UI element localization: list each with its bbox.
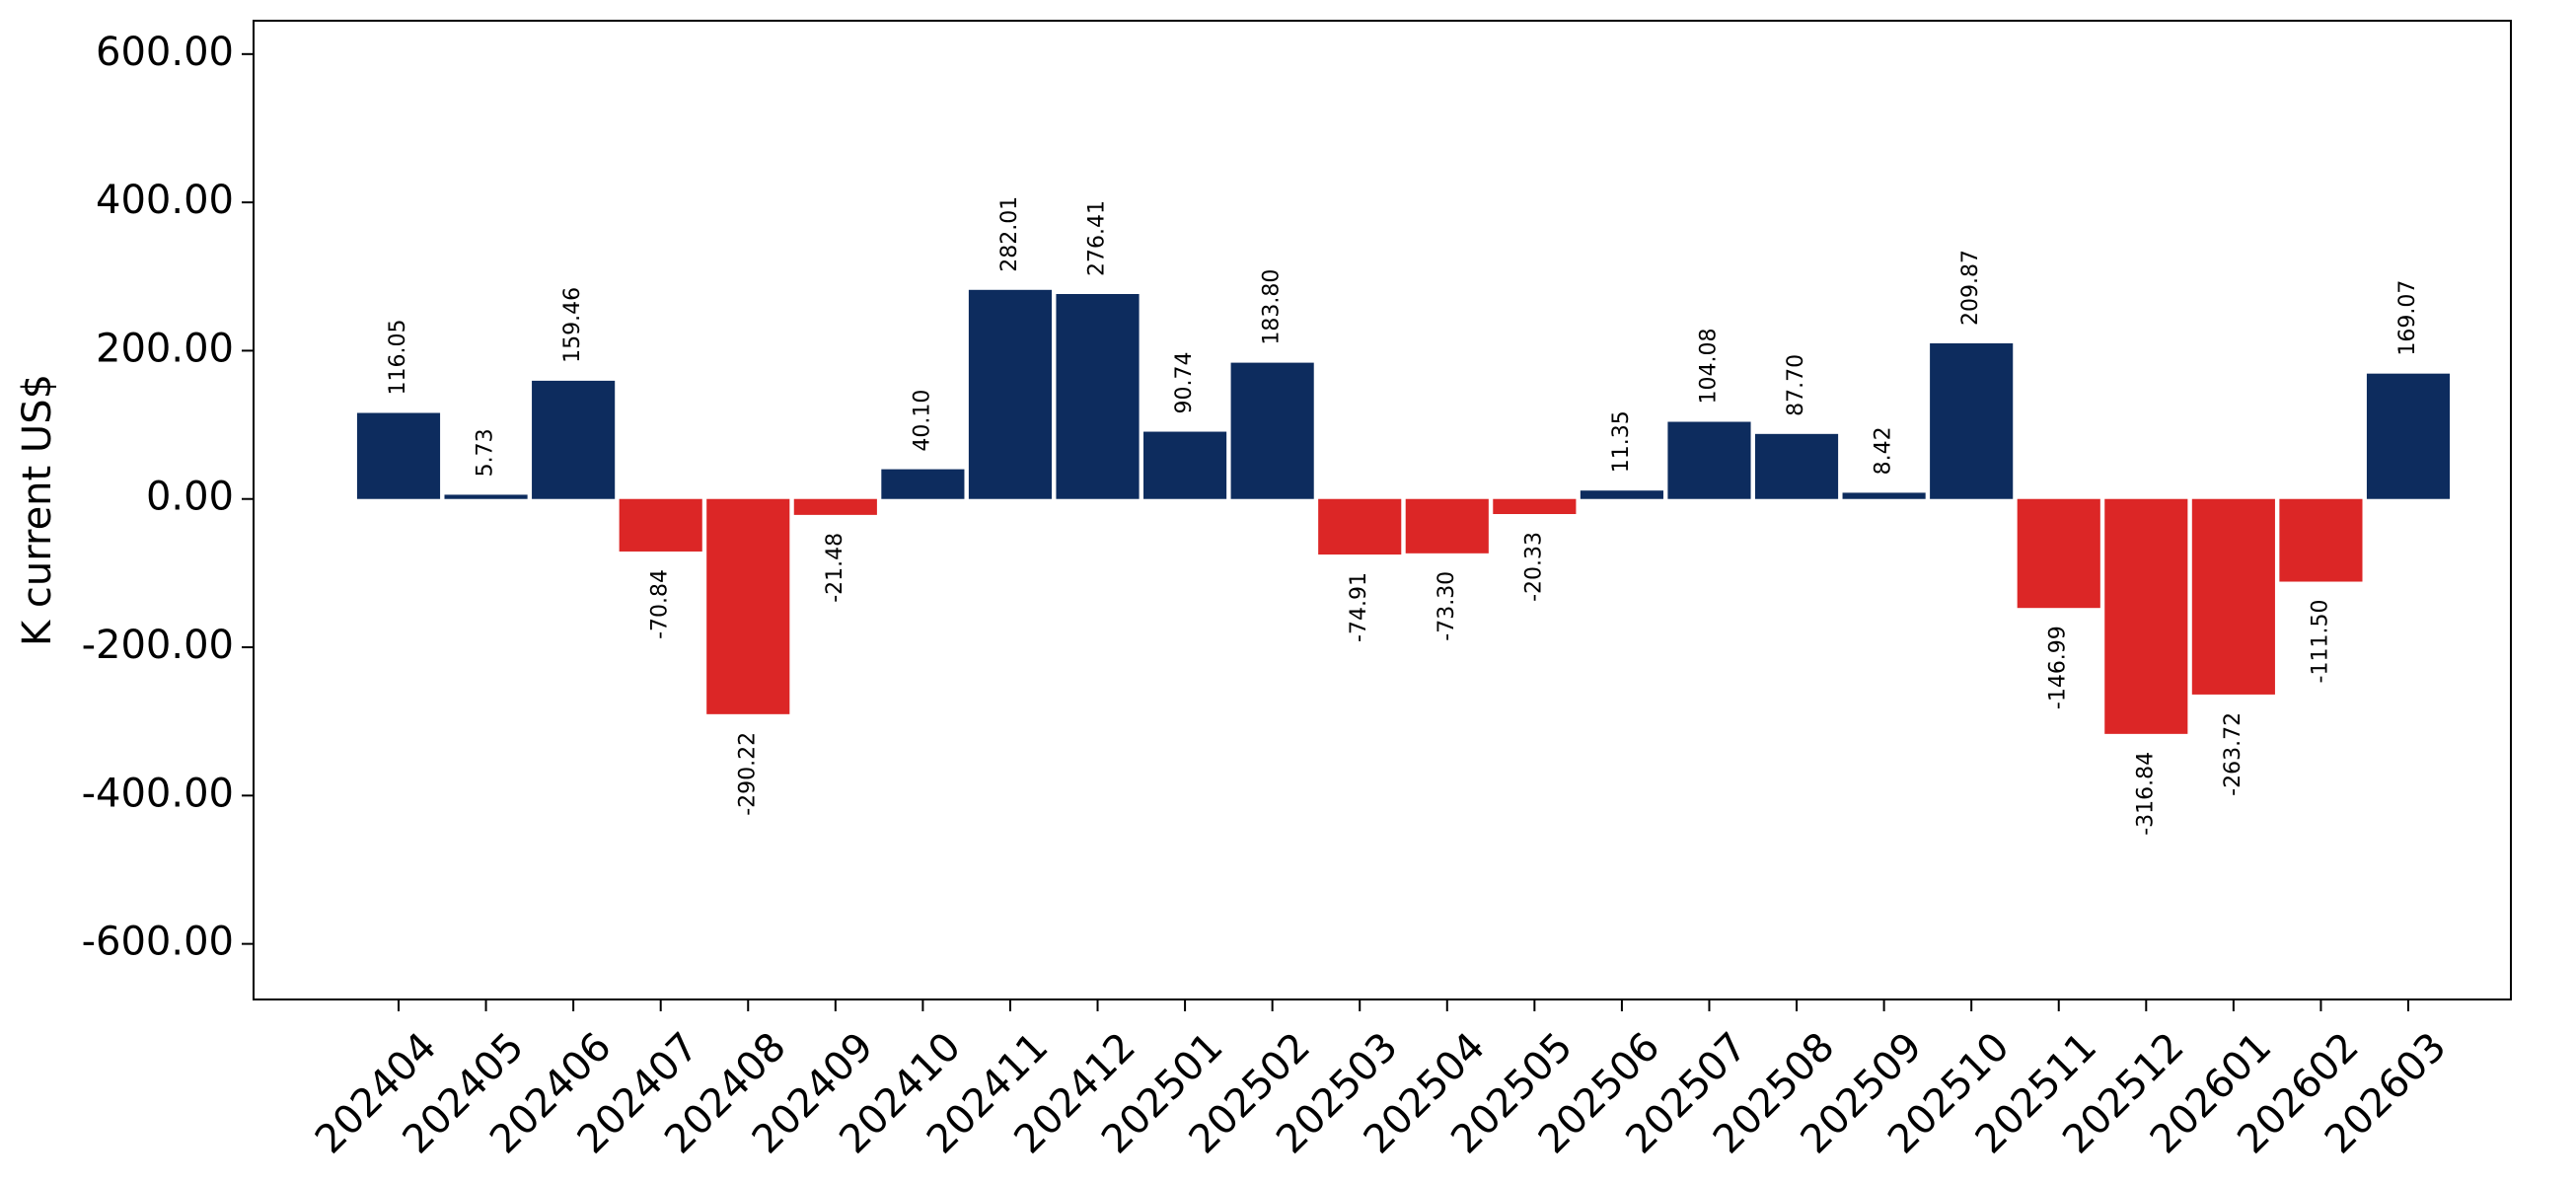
bar-value-label: 40.10	[910, 390, 934, 452]
bar-value-label: -21.48	[823, 533, 847, 603]
bar	[1930, 343, 2014, 499]
plot-area-frame	[253, 20, 2512, 1000]
bar	[619, 498, 702, 552]
bar	[1056, 294, 1140, 499]
bar-value-label: 5.73	[474, 428, 498, 477]
bar	[1580, 490, 1663, 499]
bar	[1230, 362, 1314, 499]
bar-value-label: -74.91	[1347, 572, 1371, 642]
y-tick-label: -600.00	[82, 920, 234, 965]
bar	[2191, 498, 2275, 695]
y-tick-label: 600.00	[96, 30, 234, 75]
bar	[881, 469, 965, 499]
y-tick-label: 200.00	[96, 326, 234, 371]
y-tick-label: -400.00	[82, 771, 234, 816]
bar	[968, 289, 1053, 499]
bar-value-label: 169.07	[2395, 280, 2420, 356]
bar	[1842, 492, 1926, 499]
bar-value-label: -111.50	[2308, 600, 2332, 684]
bar-value-label: -263.72	[2221, 712, 2245, 796]
y-axis-ticks: -600.00 -400.00 -200.00 0.00 200.00 400.00 600…	[82, 30, 254, 965]
bar-value-label: 8.42	[1872, 426, 1896, 475]
bar-value-label: -70.84	[648, 569, 673, 639]
bar-value-label: 11.35	[1609, 410, 1634, 473]
bar	[2279, 498, 2363, 582]
bar-value-label: -316.84	[2133, 752, 2158, 836]
bar	[1318, 498, 1402, 555]
bar	[1667, 421, 1751, 499]
bar	[706, 498, 790, 714]
bar	[1143, 431, 1227, 499]
bar-value-label: -20.33	[1521, 532, 1546, 602]
bar-value-label: 276.41	[1085, 200, 1110, 276]
bar-value-label: 282.01	[997, 196, 1022, 272]
bar	[2017, 498, 2100, 609]
data-labels-group: 116.05 5.73 159.46 -70.84 -290.22 -21.48 40.10…	[386, 196, 2420, 836]
bar	[793, 498, 877, 515]
bar-value-label: -146.99	[2046, 626, 2071, 709]
bar	[1754, 433, 1839, 499]
bar-value-label: 183.80	[1260, 269, 1285, 345]
bar-value-label: -290.22	[735, 732, 760, 816]
y-tick-label: 400.00	[96, 178, 234, 223]
bar-value-label: 104.08	[1696, 329, 1721, 405]
bar-value-label: 209.87	[1958, 250, 1983, 326]
bar	[2104, 498, 2188, 734]
bar-value-label: 87.70	[1784, 354, 1808, 416]
bar	[2366, 373, 2451, 499]
y-tick-label: 0.00	[146, 475, 234, 520]
bar	[532, 380, 616, 499]
bar	[356, 412, 441, 499]
bar	[1405, 498, 1489, 554]
y-tick-label: -200.00	[82, 623, 234, 668]
y-axis-label: K current US$	[15, 374, 60, 646]
bars-group	[356, 289, 2451, 734]
bar-value-label: 90.74	[1172, 352, 1197, 414]
x-axis-ticks: 2024042024052024062024072024082024092024…	[307, 999, 2455, 1162]
bar-value-label: -73.30	[1435, 571, 1459, 641]
bar	[444, 494, 528, 499]
bar-value-label: 116.05	[386, 320, 410, 396]
bar-value-label: 159.46	[560, 287, 585, 363]
bar	[1493, 498, 1577, 515]
